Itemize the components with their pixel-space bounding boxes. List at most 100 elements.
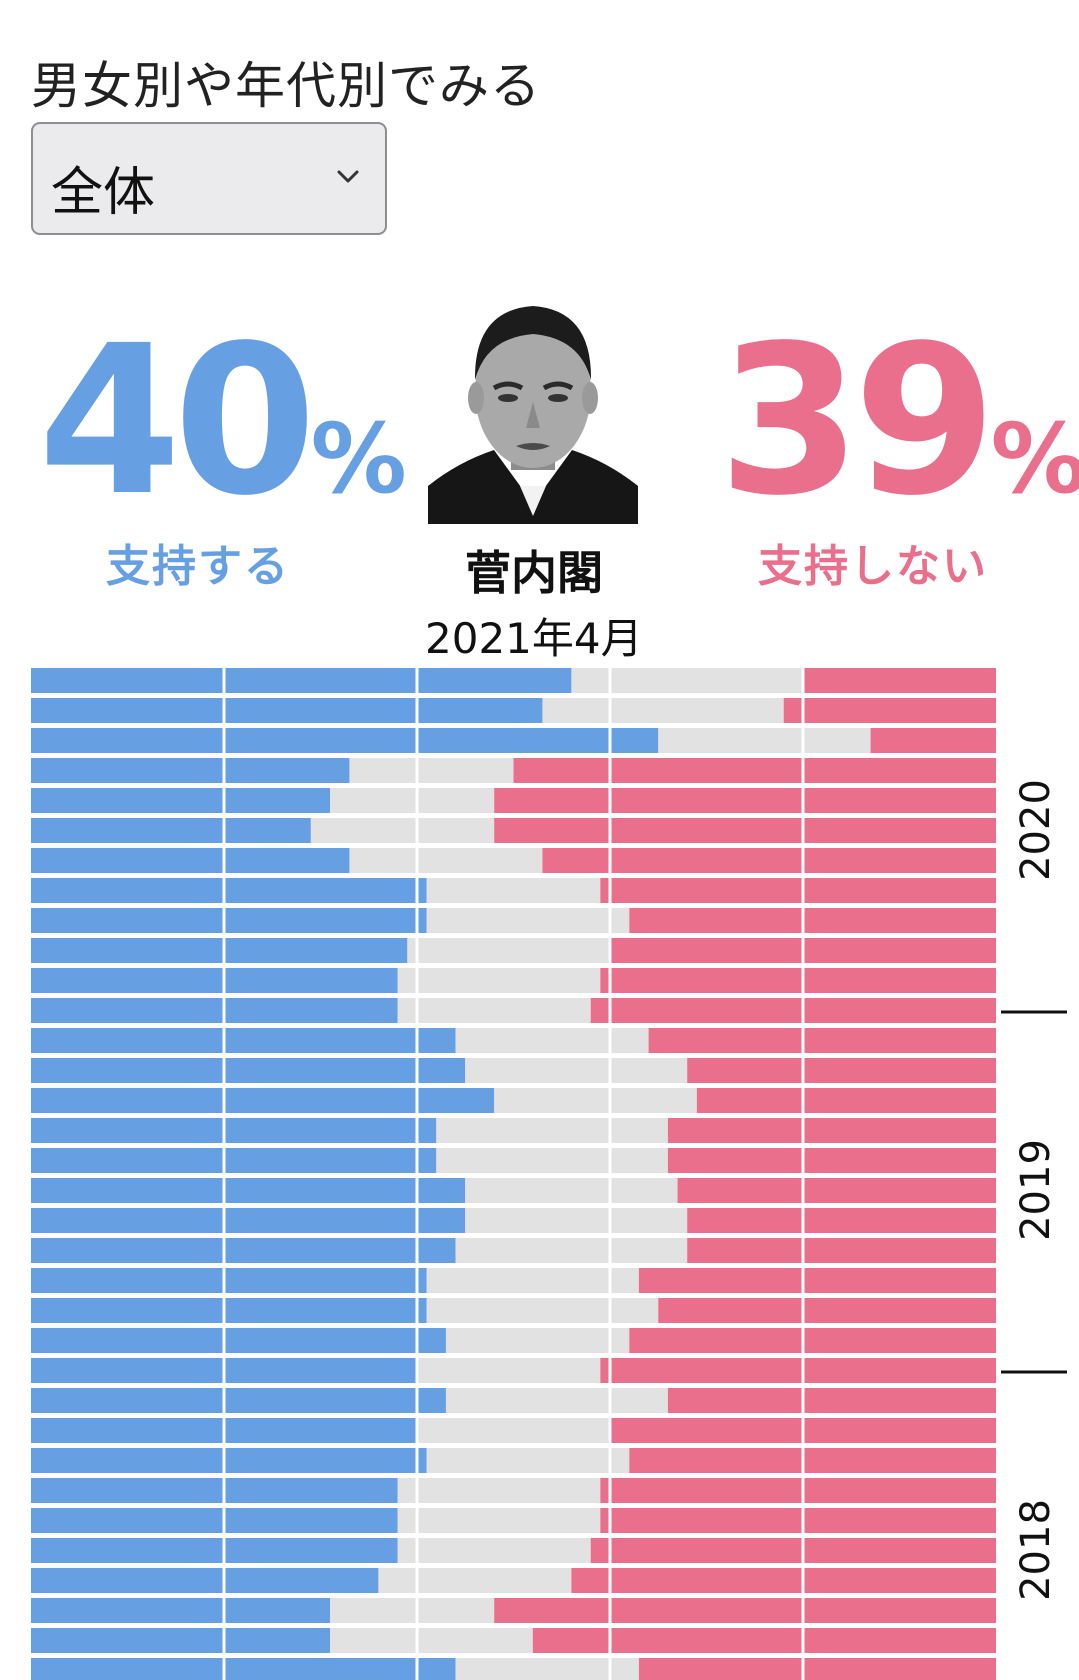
nonsupport-bar (687, 1238, 996, 1263)
other-bar (417, 1358, 601, 1383)
nonsupport-bar (494, 1598, 996, 1623)
nonsupport-bar (494, 818, 996, 843)
support-bar (31, 1298, 427, 1323)
nonsupport-bar (590, 998, 996, 1023)
support-percentage: 40% (38, 318, 407, 524)
nonsupport-bar (629, 1328, 996, 1353)
support-bar (31, 908, 427, 933)
other-bar (436, 1118, 668, 1143)
support-bar (31, 1268, 427, 1293)
survey-period: 2021年4月 (425, 614, 643, 663)
support-bar (31, 698, 543, 723)
other-bar (349, 758, 514, 783)
support-label: 支持する (106, 541, 290, 592)
other-bar (465, 1178, 678, 1203)
other-bar (426, 908, 630, 933)
other-bar (397, 1478, 601, 1503)
approval-trend-chart: 2020 2019 2018 (31, 664, 1067, 1680)
other-bar (436, 1148, 668, 1173)
nonsupport-bar (783, 698, 996, 723)
support-bar (31, 1328, 446, 1353)
year-label-2020: 2020 (1013, 779, 1059, 881)
cabinet-name: 菅内閣 (465, 546, 603, 600)
support-unit: % (310, 403, 407, 515)
other-bar (542, 698, 784, 723)
nonsupport-bar (600, 1508, 996, 1533)
other-bar (397, 1538, 591, 1563)
support-bar (31, 1178, 466, 1203)
segment-select[interactable]: 全体 (31, 122, 387, 235)
nonsupport-bar (542, 848, 996, 873)
support-bar (31, 788, 331, 813)
support-bar (31, 938, 408, 963)
segment-select-value: 全体 (51, 163, 156, 223)
other-bar (571, 668, 803, 693)
support-bar (31, 1208, 466, 1233)
other-bar (658, 728, 871, 753)
support-bar (31, 1058, 466, 1083)
other-bar (465, 1058, 688, 1083)
nonsupport-bar (600, 1478, 996, 1503)
nonsupport-bar (494, 788, 996, 813)
other-bar (417, 1418, 610, 1443)
support-bar (31, 998, 398, 1023)
support-bar (31, 668, 572, 693)
other-bar (426, 1448, 630, 1473)
other-bar (426, 1268, 639, 1293)
support-bar (31, 1538, 398, 1563)
nonsupport-bar (803, 668, 996, 693)
nonsupport-bar (638, 1268, 996, 1293)
year-label-2018: 2018 (1013, 1499, 1059, 1601)
support-bar (31, 1598, 331, 1623)
other-bar (330, 1598, 495, 1623)
other-bar (330, 788, 495, 813)
nonsupport-bar (687, 1058, 996, 1083)
other-bar (330, 1628, 533, 1653)
other-bar (397, 1508, 601, 1533)
other-bar (465, 1208, 688, 1233)
nonsupport-bar (600, 878, 996, 903)
nonsupport-bar (600, 1358, 996, 1383)
nonsupport-bar (629, 1448, 996, 1473)
support-bar (31, 1658, 456, 1680)
support-bar (31, 1448, 427, 1473)
nonsupport-bar (677, 1178, 996, 1203)
support-bar (31, 1028, 456, 1053)
nonsupport-label: 支持しない (758, 541, 988, 592)
support-bar (31, 1568, 379, 1593)
support-bar (31, 1388, 446, 1413)
nonsupport-bar (532, 1628, 996, 1653)
nonsupport-unit: % (990, 403, 1079, 515)
support-bar (31, 848, 350, 873)
support-value: 40 (38, 301, 317, 541)
support-bar (31, 1478, 398, 1503)
nonsupport-bar (870, 728, 996, 753)
nonsupport-bar (600, 968, 996, 993)
nonsupport-bar (571, 1568, 996, 1593)
nonsupport-bar (658, 1298, 996, 1323)
nonsupport-bar (629, 908, 996, 933)
nonsupport-bar (696, 1088, 996, 1113)
year-label-2019: 2019 (1013, 1139, 1059, 1241)
filter-label: 男女別や年代別でみる (31, 57, 541, 115)
nonsupport-bar (648, 1028, 996, 1053)
other-bar (455, 1028, 649, 1053)
other-bar (455, 1658, 639, 1680)
nonsupport-bar (687, 1208, 996, 1233)
other-bar (378, 1568, 572, 1593)
other-bar (445, 1328, 630, 1353)
support-bar (31, 878, 427, 903)
support-bar (31, 1628, 331, 1653)
prime-minister-portrait (428, 280, 638, 524)
nonsupport-bar (667, 1388, 996, 1413)
nonsupport-value: 39 (718, 301, 997, 541)
nonsupport-percentage: 39% (718, 318, 1079, 524)
nonsupport-bar (638, 1658, 996, 1680)
support-bar (31, 1088, 495, 1113)
support-bar (31, 1148, 437, 1173)
other-bar (407, 938, 610, 963)
support-bar (31, 728, 659, 753)
other-bar (349, 848, 543, 873)
nonsupport-bar (513, 758, 996, 783)
